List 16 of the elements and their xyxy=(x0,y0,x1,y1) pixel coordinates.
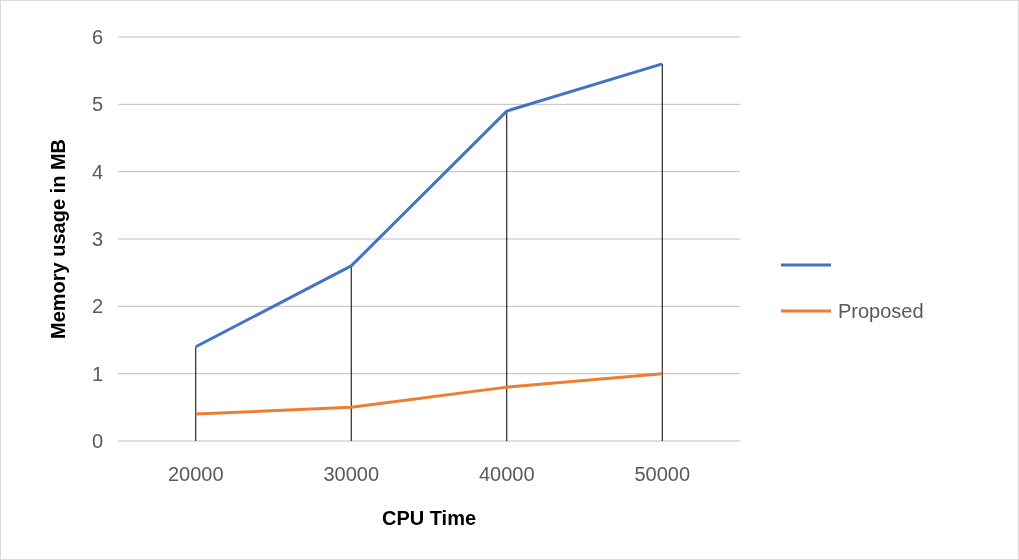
x-tick-label: 30000 xyxy=(323,463,380,485)
y-tick-label: 3 xyxy=(91,228,103,250)
y-tick-label: 1 xyxy=(91,362,103,385)
line-series xyxy=(194,372,664,416)
line-series xyxy=(194,62,664,349)
x-tick-label: 40000 xyxy=(478,463,535,485)
y-tick-label: 5 xyxy=(91,93,103,116)
y-axis-title: Memory usage in MB xyxy=(47,138,69,340)
y-tick-label: 4 xyxy=(91,160,103,183)
x-axis-title: CPU Time xyxy=(381,507,477,529)
y-tick-label: 6 xyxy=(91,26,103,48)
y-tick-label: 0 xyxy=(91,430,103,452)
legend-label: Proposed xyxy=(838,300,924,322)
y-tick-label: 2 xyxy=(91,295,103,318)
x-tick-label: 50000 xyxy=(634,463,691,485)
x-tick-label: 20000 xyxy=(167,463,224,485)
